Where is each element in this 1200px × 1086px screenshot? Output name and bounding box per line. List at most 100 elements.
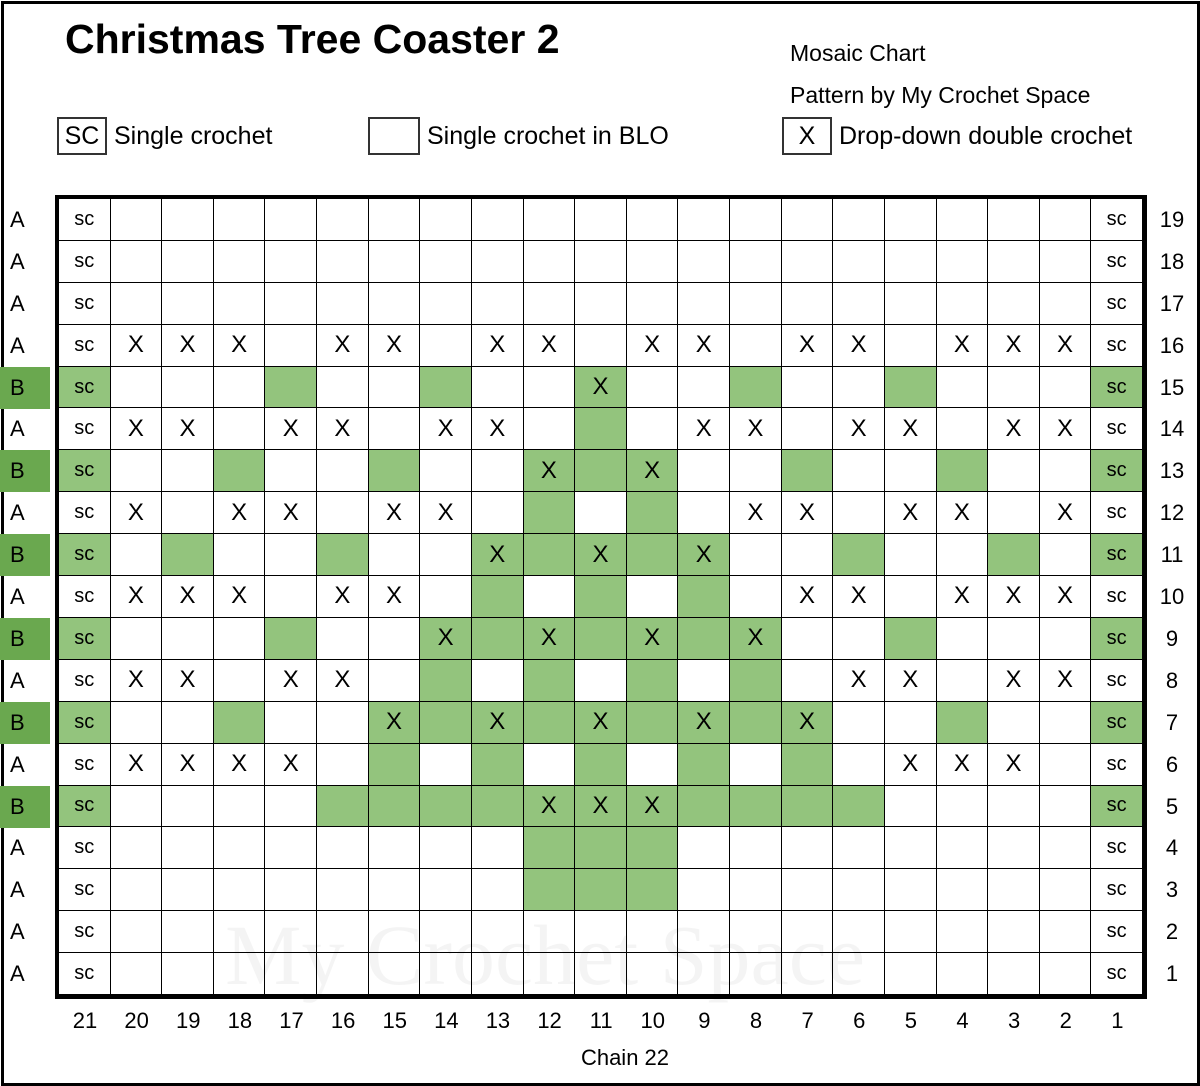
stitch-cell-blank — [213, 953, 266, 995]
stitch-cell-sc: sc — [1091, 869, 1143, 912]
stitch-cell-blank — [471, 199, 524, 241]
stitch-cell-contrast — [471, 743, 524, 786]
stitch-cell-blank — [213, 911, 266, 954]
stitch-cell-dropdown-dc: X — [471, 408, 524, 451]
column-number: 10 — [640, 1008, 666, 1033]
stitch-cell-sc: sc — [59, 617, 111, 660]
stitch-cell-contrast — [730, 659, 782, 702]
stitch-cell-dropdown-dc: X — [781, 492, 834, 535]
stitch-cell-blank — [420, 827, 472, 870]
stitch-cell-dropdown-dc: X — [213, 743, 266, 786]
stitch-cell-blank — [575, 492, 627, 535]
stitch-cell-dropdown-dc: X — [626, 324, 679, 367]
row-color-label: A — [10, 919, 25, 945]
stitch-cell-blank — [575, 953, 627, 995]
stitch-cell-contrast-dropdown-dc: X — [678, 534, 731, 577]
stitch-cell-blank — [833, 240, 885, 283]
stitch-cell-blank — [1039, 199, 1092, 241]
stitch-cell-sc: sc — [1091, 953, 1143, 995]
stitch-cell-contrast-dropdown-dc: X — [523, 785, 576, 828]
stitch-cell-blank — [162, 492, 214, 535]
stitch-cell-contrast — [884, 617, 937, 660]
stitch-cell-blank — [781, 240, 834, 283]
stitch-cell-blank — [833, 869, 885, 912]
stitch-cell-contrast-dropdown-dc: X — [575, 701, 627, 744]
stitch-cell-blank — [730, 282, 782, 325]
stitch-cell-sc: sc — [59, 785, 111, 828]
stitch-cell-blank — [420, 450, 472, 493]
stitch-cell-dropdown-dc: X — [523, 324, 576, 367]
stitch-cell-dropdown-dc: X — [1039, 576, 1092, 618]
stitch-cell-contrast — [575, 827, 627, 870]
stitch-cell-contrast — [678, 743, 731, 786]
stitch-cell-dropdown-dc: X — [936, 576, 989, 618]
stitch-cell-blank — [781, 282, 834, 325]
stitch-cell-sc: sc — [59, 701, 111, 744]
stitch-cell-contrast — [781, 450, 834, 493]
stitch-cell-blank — [1039, 701, 1092, 744]
stitch-cell-blank — [936, 953, 989, 995]
stitch-cell-blank — [110, 282, 163, 325]
stitch-cell-blank — [162, 785, 214, 828]
row-number: 13 — [1159, 458, 1185, 484]
stitch-cell-contrast — [626, 492, 679, 535]
stitch-cell-blank — [988, 366, 1040, 409]
stitch-cell-blank — [368, 199, 421, 241]
row-color-label: A — [10, 248, 25, 274]
stitch-cell-sc: sc — [1091, 366, 1143, 409]
stitch-cell-blank — [265, 450, 318, 493]
stitch-cell-blank — [626, 282, 679, 325]
stitch-cell-blank — [678, 659, 731, 702]
stitch-cell-contrast — [936, 701, 989, 744]
stitch-cell-dropdown-dc: X — [1039, 492, 1092, 535]
stitch-cell-contrast-dropdown-dc: X — [523, 617, 576, 660]
stitch-cell-blank — [936, 408, 989, 451]
stitch-cell-contrast-dropdown-dc: X — [626, 450, 679, 493]
stitch-cell-contrast — [213, 450, 266, 493]
stitch-cell-sc: sc — [1091, 785, 1143, 828]
stitch-cell-contrast — [575, 743, 627, 786]
stitch-cell-blank — [162, 450, 214, 493]
stitch-cell-dropdown-dc: X — [213, 492, 266, 535]
stitch-cell-blank — [884, 701, 937, 744]
stitch-cell-dropdown-dc: X — [368, 576, 421, 618]
stitch-cell-blank — [1039, 240, 1092, 283]
stitch-cell-blank — [368, 869, 421, 912]
row-color-label: B — [0, 785, 50, 828]
stitch-cell-sc: sc — [59, 366, 111, 409]
stitch-cell-blank — [730, 911, 782, 954]
stitch-cell-contrast — [730, 785, 782, 828]
stitch-cell-blank — [523, 366, 576, 409]
stitch-cell-sc: sc — [59, 743, 111, 786]
stitch-cell-blank — [420, 911, 472, 954]
stitch-cell-blank — [213, 659, 266, 702]
legend-symbol-sc: SC — [57, 117, 107, 155]
stitch-cell-blank — [213, 366, 266, 409]
stitch-cell-blank — [626, 743, 679, 786]
stitch-cell-sc: sc — [1091, 911, 1143, 954]
stitch-cell-blank — [368, 534, 421, 577]
column-number: 12 — [537, 1008, 562, 1033]
stitch-cell-blank — [988, 450, 1040, 493]
column-number: 8 — [749, 1008, 763, 1033]
stitch-cell-sc: sc — [1091, 701, 1143, 744]
stitch-cell-blank — [317, 701, 369, 744]
stitch-cell-blank — [884, 199, 937, 241]
stitch-cell-blank — [678, 492, 731, 535]
stitch-cell-blank — [317, 199, 369, 241]
row-color-label: A — [10, 584, 25, 610]
row-number: 16 — [1159, 332, 1185, 358]
stitch-cell-blank — [523, 282, 576, 325]
stitch-cell-dropdown-dc: X — [162, 576, 214, 618]
row-color-label: A — [10, 500, 25, 526]
stitch-cell-contrast — [420, 366, 472, 409]
stitch-cell-blank — [988, 869, 1040, 912]
stitch-cell-contrast — [523, 827, 576, 870]
stitch-cell-blank — [833, 366, 885, 409]
stitch-cell-contrast — [678, 617, 731, 660]
stitch-cell-blank — [420, 743, 472, 786]
stitch-cell-blank — [626, 240, 679, 283]
stitch-cell-blank — [317, 492, 369, 535]
stitch-cell-dropdown-dc: X — [420, 408, 472, 451]
stitch-cell-sc: sc — [59, 492, 111, 535]
